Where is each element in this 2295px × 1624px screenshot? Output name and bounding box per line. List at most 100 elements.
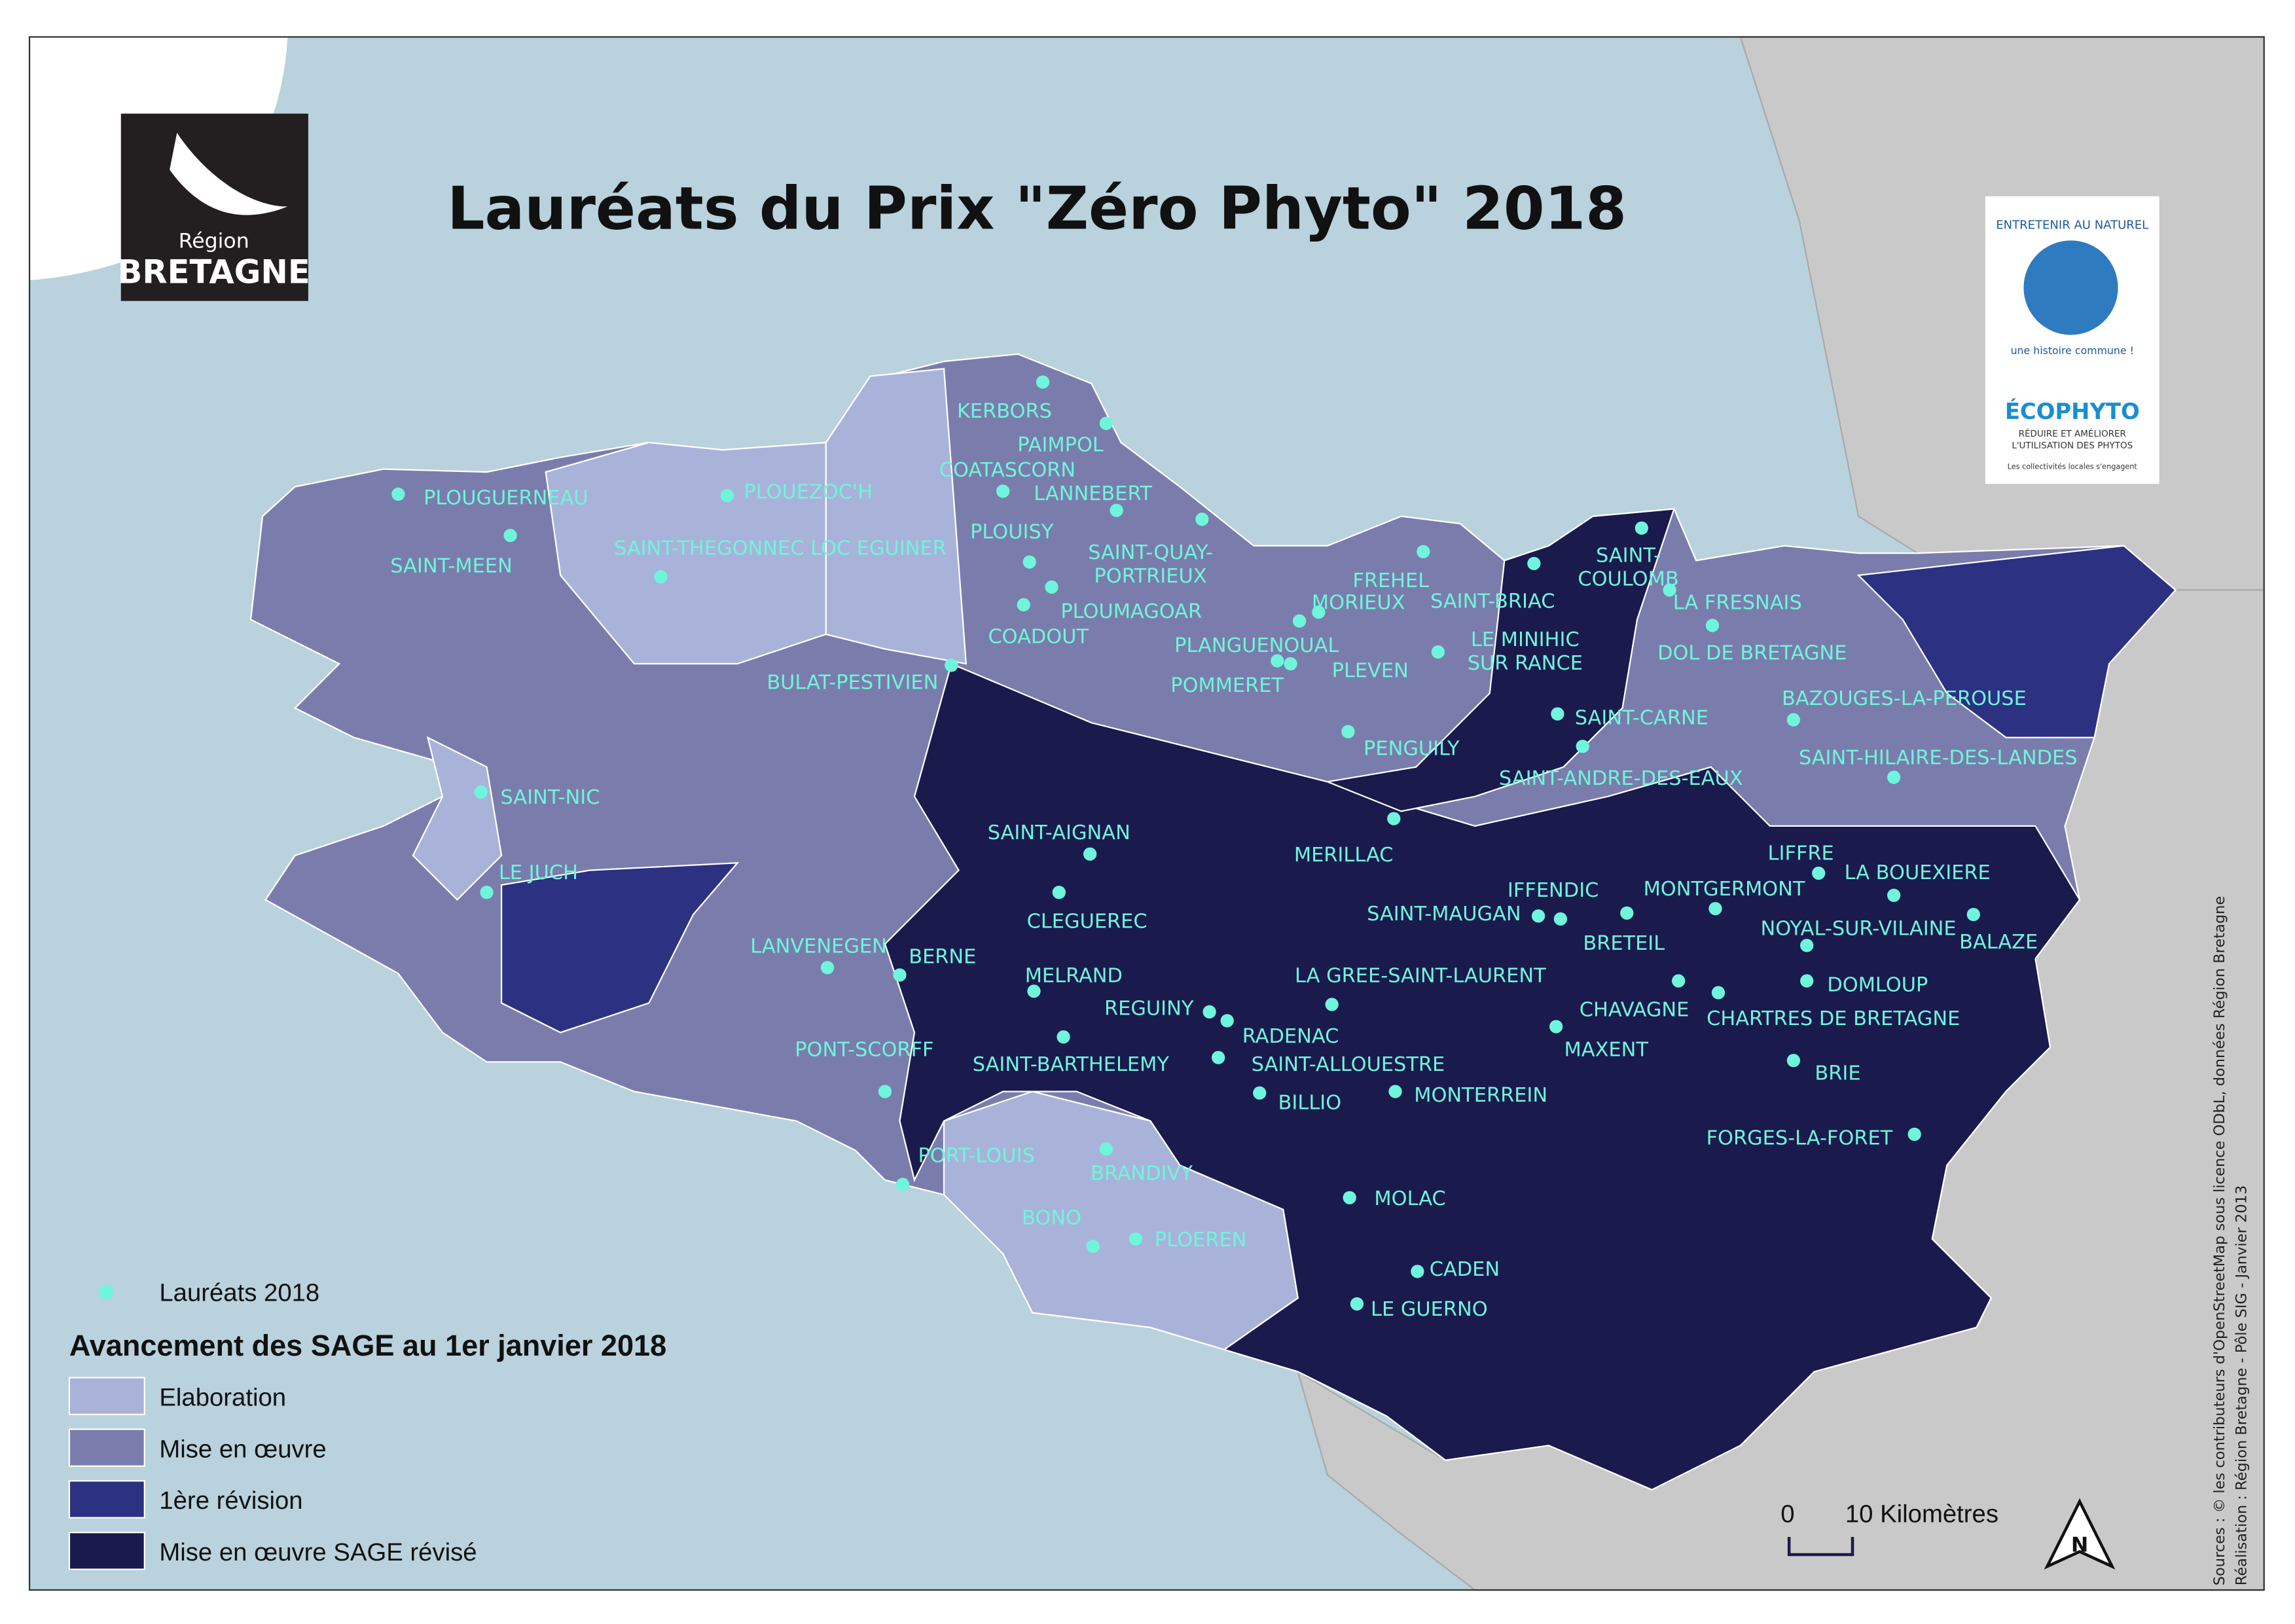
laureate-label: MELRAND: [1025, 965, 1123, 988]
laureate-label: IFFENDIC: [1508, 879, 1599, 902]
laureate-label: SAINT-BARTHELEMY: [973, 1053, 1170, 1076]
legend: Elaboration Mise en œuvre 1ère révision Mis…: [68, 1377, 477, 1570]
laureate-label: COULOMB: [1578, 568, 1678, 591]
laureate-label: BALAZE: [1959, 931, 2038, 954]
region-elaboration: [412, 736, 503, 901]
laureate-dot: [1531, 909, 1545, 923]
laureate-label: SAINT-ANDRE-DES-EAUX: [1499, 767, 1743, 790]
laureate-dot: [1388, 1085, 1402, 1098]
laureate-label: CADEN: [1430, 1258, 1500, 1281]
laureate-label: SAINT-MAUGAN: [1367, 903, 1521, 926]
laureate-label: NOYAL-SUR-VILAINE: [1760, 918, 1956, 941]
laureate-label: LA GREE-SAINT-LAURENT: [1295, 965, 1546, 988]
laureate-label: COATASCORN: [939, 459, 1075, 482]
laureate-dot: [1887, 770, 1901, 784]
laureate-dot: [1663, 583, 1676, 597]
partner-text: RÉDUIRE ET AMÉLIORER: [2019, 428, 2126, 439]
laureate-dot: [1027, 984, 1041, 998]
laureate-dot: [1220, 1014, 1234, 1028]
partner-text: L'UTILISATION DES PHYTOS: [2012, 441, 2133, 451]
laureate-dot: [1708, 901, 1722, 916]
laureate-label: PORT-LOUIS: [918, 1145, 1035, 1168]
laureate-label: REGUINY: [1104, 997, 1194, 1020]
laureate-label: SAINT-: [1596, 545, 1661, 568]
laureate-dot: [1887, 888, 1901, 902]
laureate-label: LE MINIHIC: [1471, 628, 1580, 651]
laureate-dot: [1350, 1297, 1364, 1311]
laureate-label: SAINT-QUAY-: [1088, 541, 1213, 564]
laureate-label: FREHEL: [1352, 569, 1429, 592]
laureate-dot: [1527, 556, 1541, 570]
laureate-dot: [1284, 657, 1297, 671]
laureate-dot: [1253, 1086, 1267, 1100]
laureate-label: SAINT-ALLOUESTRE: [1252, 1053, 1445, 1076]
laureate-dot: [1099, 1142, 1113, 1156]
laureate-dot: [1620, 906, 1634, 920]
north-label: N: [2071, 1533, 2088, 1557]
partner-text: Les collectivités locales s'engagent: [2008, 463, 2138, 471]
laureate-label: FORGES-LA-FORET: [1707, 1127, 1893, 1150]
laureate-dot: [1086, 1239, 1100, 1254]
laureate-label: LE GUERNO: [1371, 1298, 1488, 1321]
north-arrow: [2044, 1498, 2116, 1570]
laureate-label: SAINT-HILAIRE-DES-LANDES: [1799, 746, 2078, 769]
legend-label: Mise en œuvre SAGE révisé: [159, 1538, 477, 1566]
laureate-label: LE JUCH: [499, 861, 578, 884]
laureate-dot: [945, 659, 958, 672]
laureate-dot: [1551, 707, 1564, 721]
laureate-label: LA BOUEXIERE: [1845, 861, 1991, 884]
title: Lauréats du Prix "Zéro Phyto" 2018: [447, 174, 1627, 243]
laureate-label: PAIMPOL: [1017, 434, 1104, 457]
laureate-dot: [893, 968, 907, 982]
laureate-dot: [1812, 866, 1826, 880]
laureate-label: CLEGUEREC: [1027, 910, 1148, 933]
laureate-dot: [1343, 1191, 1356, 1204]
laureate-label: SAINT-THEGONNEC LOC EGUINER: [614, 537, 947, 560]
logo-mark: [170, 132, 288, 215]
legend-swatch: [68, 1377, 145, 1416]
laureate-label: MOLAC: [1374, 1187, 1445, 1210]
laureate-label: POMMERET: [1170, 674, 1284, 697]
laureate-dot: [1800, 939, 1814, 952]
laureate-label: LIFFRE: [1768, 842, 1834, 865]
laureate-dot: [1325, 998, 1339, 1011]
partner-emblem: [2023, 240, 2118, 335]
laureate-label: BRANDIVY: [1091, 1163, 1193, 1185]
partner-text: une histoire commune !: [2011, 344, 2134, 357]
laureate-label: PENGUILY: [1364, 738, 1460, 761]
laureate-label: BAZOUGES-LA-PEROUSE: [1782, 687, 2027, 710]
laureate-label: LA FRESNAIS: [1673, 592, 1802, 615]
region-elaboration: [825, 368, 967, 665]
laureate-dot: [1212, 1051, 1225, 1064]
laureate-label: SUR RANCE: [1468, 652, 1583, 675]
laureate-dot: [1017, 598, 1030, 612]
laureate-dot: [1576, 740, 1589, 753]
laureate-label: MERILLAC: [1294, 844, 1394, 867]
partner-text: ÉCOPHYTO: [2005, 398, 2140, 424]
laureate-label: PLOUEZOC'H: [744, 481, 873, 504]
laureate-dot: [1057, 1030, 1070, 1044]
laureate-label: PLANGUENOUAL: [1174, 634, 1339, 657]
laureate-dot: [1195, 513, 1209, 526]
laureate-label: PLOEREN: [1155, 1229, 1246, 1252]
laureate-label: BILLIO: [1278, 1092, 1342, 1115]
laureate-dot: [1292, 614, 1307, 628]
sources: Sources : © les contributeurs d'OpenStre…: [2211, 896, 2228, 1586]
laureate-label: BRIE: [1815, 1062, 1860, 1085]
laureate-dot: [1635, 521, 1648, 535]
laureate-label: SAINT-NIC: [500, 786, 600, 809]
laureate-dot: [1271, 654, 1284, 668]
sources: Réalisation : Région Bretagne - Pôle SIG…: [2233, 1185, 2250, 1586]
frame: [28, 36, 2265, 1591]
laureate-dot: [1202, 1005, 1216, 1019]
laureate-label: LANNEBERT: [1034, 482, 1152, 505]
scale-label: 10 Kilomètres: [1845, 1500, 1998, 1528]
laureate-label: SAINT-MEEN: [390, 554, 513, 577]
laureate-dot: [1800, 974, 1814, 988]
scale-bar: [1787, 1536, 1854, 1557]
laureate-label: KERBORS: [957, 400, 1052, 423]
laureate-dot: [1705, 619, 1720, 632]
laureate-dot: [996, 484, 1010, 498]
laureate-label: BULAT-PESTIVIEN: [767, 671, 938, 694]
laureate-label: BONO: [1022, 1206, 1081, 1229]
